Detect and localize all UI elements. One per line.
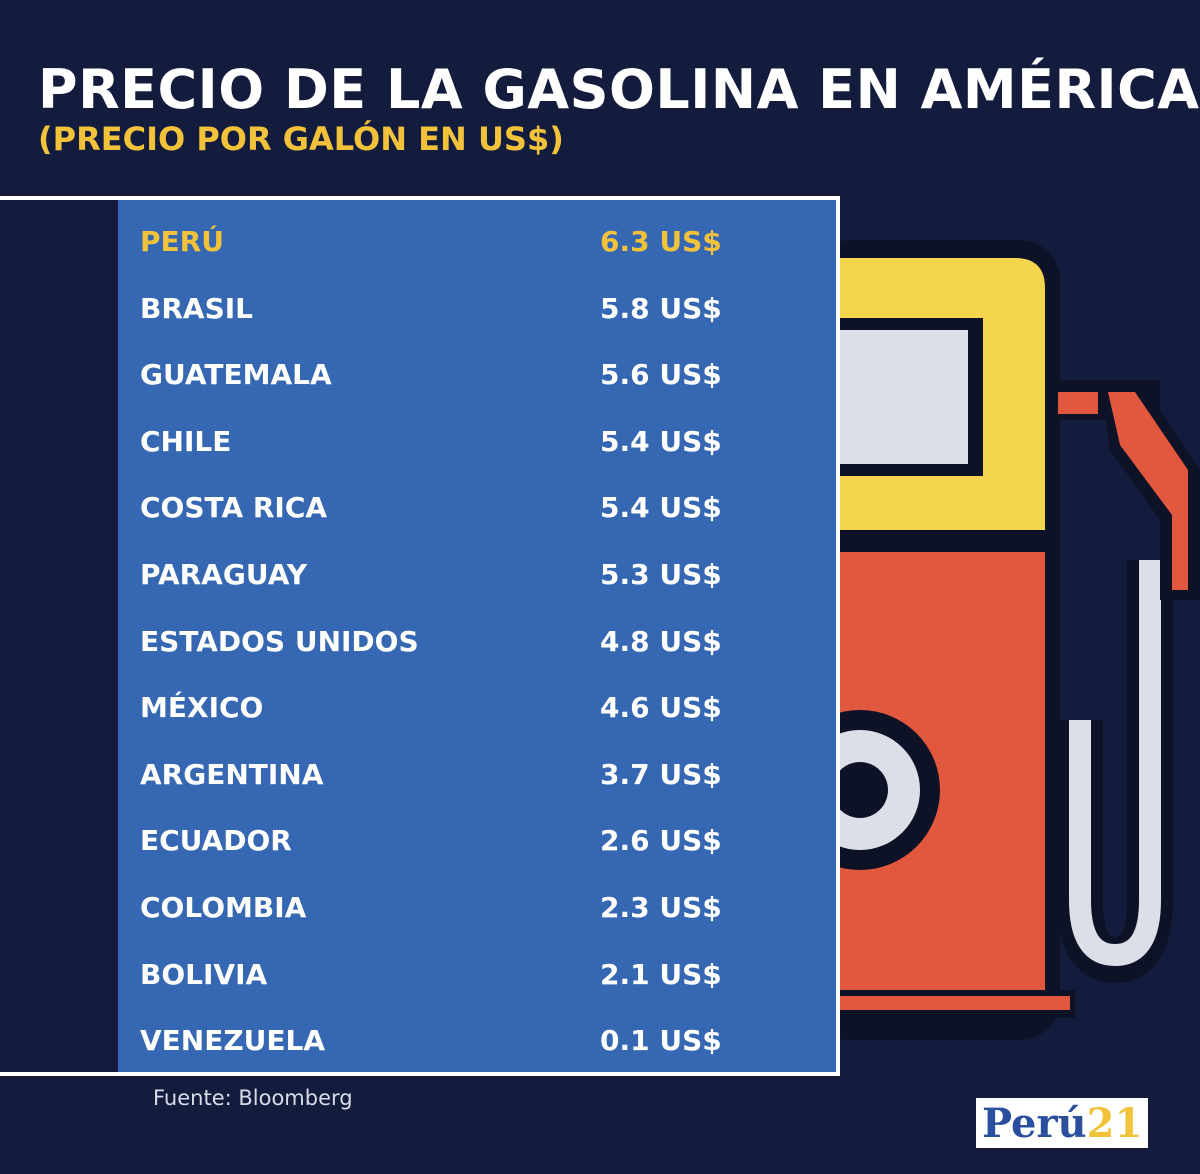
price-value: 0.1 US$ bbox=[600, 1024, 722, 1058]
peru21-logo: Perú 21 bbox=[976, 1098, 1149, 1148]
country-label: MÉXICO bbox=[140, 691, 264, 725]
price-table-frame: PERÚ 6.3 US$ BRASIL 5.8 US$ GUATEMALA 5.6 US$… bbox=[0, 196, 840, 1076]
country-label: GUATEMALA bbox=[140, 358, 332, 392]
country-label: VENEZUELA bbox=[140, 1024, 326, 1058]
table-row: PARAGUAY 5.3 US$ bbox=[118, 540, 836, 606]
table-row: ESTADOS UNIDOS 4.8 US$ bbox=[118, 607, 836, 673]
price-value: 3.7 US$ bbox=[600, 757, 722, 791]
price-value: 4.8 US$ bbox=[600, 624, 722, 658]
table-row: CHILE 5.4 US$ bbox=[118, 407, 836, 473]
country-label: COSTA RICA bbox=[140, 491, 328, 525]
source-note: Fuente: Bloomberg bbox=[153, 1086, 353, 1110]
page-subtitle: (PRECIO POR GALÓN EN US$) bbox=[38, 120, 564, 158]
country-label: ECUADOR bbox=[140, 824, 292, 858]
country-label: CHILE bbox=[140, 424, 232, 458]
logo-text: Perú bbox=[982, 1099, 1087, 1147]
table-row: ECUADOR 2.6 US$ bbox=[118, 806, 836, 872]
table-row: BRASIL 5.8 US$ bbox=[118, 274, 836, 340]
table-row: BOLIVIA 2.1 US$ bbox=[118, 940, 836, 1006]
page-title: PRECIO DE LA GASOLINA EN AMÉRICA bbox=[38, 58, 1200, 121]
country-label: PARAGUAY bbox=[140, 558, 307, 591]
logo-number: 21 bbox=[1086, 1099, 1143, 1147]
country-label: BRASIL bbox=[140, 291, 253, 325]
price-value: 2.1 US$ bbox=[600, 957, 722, 991]
country-label: COLOMBIA bbox=[140, 891, 307, 924]
table-row: GUATEMALA 5.6 US$ bbox=[118, 340, 836, 406]
table-row: MÉXICO 4.6 US$ bbox=[118, 673, 836, 739]
price-value: 2.3 US$ bbox=[600, 891, 722, 924]
price-value: 5.3 US$ bbox=[600, 558, 722, 591]
price-value: 4.6 US$ bbox=[600, 691, 722, 725]
price-value: 2.6 US$ bbox=[600, 824, 722, 858]
price-value: 6.3 US$ bbox=[600, 225, 722, 258]
country-label: BOLIVIA bbox=[140, 957, 268, 991]
price-value: 5.8 US$ bbox=[600, 291, 722, 325]
country-label: ARGENTINA bbox=[140, 757, 324, 791]
price-value: 5.4 US$ bbox=[600, 491, 722, 525]
table-row: ARGENTINA 3.7 US$ bbox=[118, 740, 836, 806]
price-value: 5.4 US$ bbox=[600, 424, 722, 458]
table-row: PERÚ 6.3 US$ bbox=[118, 207, 836, 273]
table-row: COSTA RICA 5.4 US$ bbox=[118, 473, 836, 539]
country-label: PERÚ bbox=[140, 225, 224, 258]
price-table: PERÚ 6.3 US$ BRASIL 5.8 US$ GUATEMALA 5.6 US$… bbox=[118, 200, 836, 1072]
table-row: COLOMBIA 2.3 US$ bbox=[118, 873, 836, 939]
price-value: 5.6 US$ bbox=[600, 358, 722, 392]
table-row: VENEZUELA 0.1 US$ bbox=[118, 1006, 836, 1072]
country-label: ESTADOS UNIDOS bbox=[140, 624, 419, 658]
